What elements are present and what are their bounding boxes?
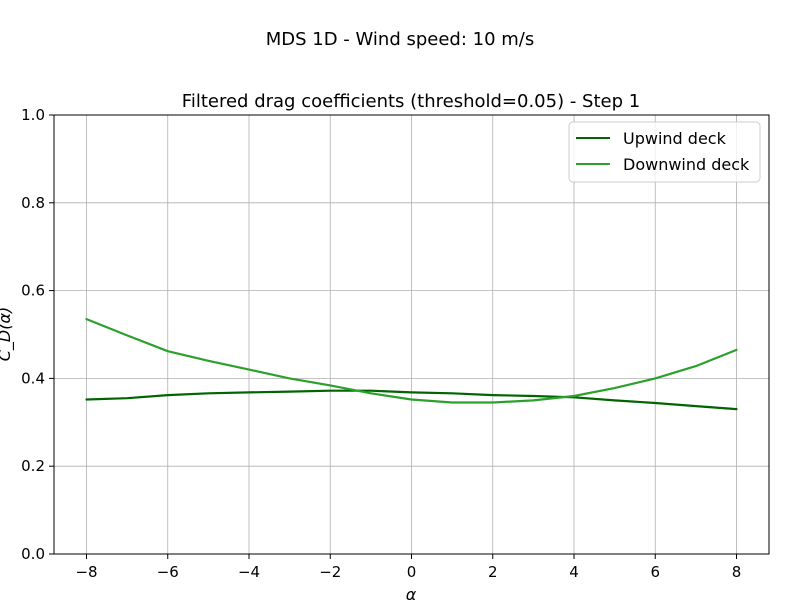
figure-suptitle: MDS 1D - Wind speed: 10 m/s bbox=[266, 29, 535, 50]
series-line-upwind bbox=[85, 389, 738, 411]
y-tick-label: 0.8 bbox=[21, 194, 45, 212]
y-tick-label: 0.4 bbox=[21, 369, 45, 387]
x-tick-label: −6 bbox=[157, 563, 179, 581]
legend-box bbox=[568, 121, 761, 183]
chart-title: Filtered drag coefficients (threshold=0.… bbox=[182, 91, 640, 112]
y-tick-label: 1.0 bbox=[21, 106, 45, 124]
x-tick-label: −8 bbox=[75, 563, 97, 581]
x-tick-label: 0 bbox=[407, 563, 417, 581]
x-tick-label: −4 bbox=[238, 563, 260, 581]
x-tick-label: 2 bbox=[488, 563, 498, 581]
legend-label-downwind: Downwind deck bbox=[623, 155, 750, 174]
y-tick-label: 0.6 bbox=[21, 282, 45, 300]
y-tick-label: 0.2 bbox=[21, 457, 45, 475]
x-tick-label: −2 bbox=[319, 563, 341, 581]
legend-label-upwind: Upwind deck bbox=[623, 129, 727, 148]
series-line-downwind bbox=[85, 318, 738, 404]
legend: Upwind deck Downwind deck bbox=[568, 121, 761, 183]
y-axis-label: C_D(α) bbox=[0, 307, 15, 362]
x-axis-label: α bbox=[406, 585, 417, 600]
series-lines bbox=[85, 318, 738, 411]
x-tick-label: 8 bbox=[732, 563, 742, 581]
x-tick-label: 6 bbox=[650, 563, 660, 581]
y-tick-label: 0.0 bbox=[21, 545, 45, 563]
axis-ticks: −8 −6 −4 −2 0 2 4 6 8 0.0 0.2 0.4 0.6 0.8 1.0 bbox=[21, 106, 741, 581]
x-tick-label: 4 bbox=[569, 563, 579, 581]
